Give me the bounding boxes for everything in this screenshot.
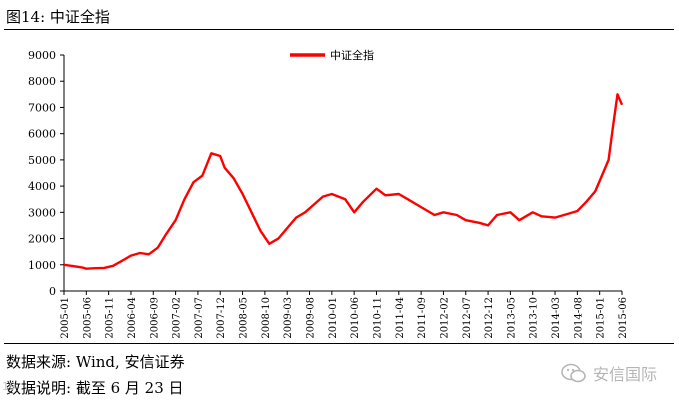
watermark-left: 19 xyxy=(2,380,16,393)
y-tick-label: 4000 xyxy=(28,180,56,193)
x-tick-label: 2011-04 xyxy=(395,297,406,339)
x-tick-label: 2007-12 xyxy=(216,297,227,339)
x-tick-label: 2009-08 xyxy=(306,297,317,339)
x-tick-label: 2008-10 xyxy=(261,297,272,339)
source-note: 数据来源: Wind, 安信证券 xyxy=(6,353,185,371)
x-tick-label: 2010-06 xyxy=(350,297,361,339)
x-tick-label: 2006-04 xyxy=(127,297,138,339)
y-tick-label: 2000 xyxy=(28,233,56,246)
x-tick-label: 2015-06 xyxy=(618,297,629,339)
y-tick-label: 7000 xyxy=(28,101,56,114)
series-line-0 xyxy=(63,93,624,270)
title-rule xyxy=(4,29,674,30)
x-tick-label: 2008-05 xyxy=(239,297,250,339)
x-tick-label: 2012-07 xyxy=(462,297,473,339)
x-tick-label: 2013-10 xyxy=(529,297,540,339)
description-note: 数据说明: 截至 6 月 23 日 xyxy=(6,379,184,397)
y-tick-label: 5000 xyxy=(28,154,56,167)
x-tick-label: 2006-09 xyxy=(149,297,160,339)
x-tick-label: 2013-05 xyxy=(506,297,517,339)
x-tick-label: 2007-02 xyxy=(172,297,183,339)
x-tick-label: 2010-01 xyxy=(328,297,339,339)
x-tick-label: 2009-03 xyxy=(283,297,294,339)
watermark-text: 安信国际 xyxy=(592,365,657,384)
x-tick-label: 2014-03 xyxy=(551,297,562,339)
y-tick-label: 9000 xyxy=(28,49,56,62)
y-tick-label: 0 xyxy=(49,285,56,298)
x-tick-label: 2005-06 xyxy=(82,297,93,339)
watermark: 安信国际 xyxy=(561,361,657,385)
bottom-rule xyxy=(4,343,674,344)
wechat-icon xyxy=(561,363,586,383)
y-tick-label: 8000 xyxy=(28,75,56,88)
x-tick-label: 2015-01 xyxy=(596,297,607,339)
x-tick-label: 2007-07 xyxy=(194,297,205,339)
x-tick-label: 2010-11 xyxy=(372,297,383,339)
x-tick-label: 2011-09 xyxy=(417,297,428,339)
x-tick-label: 2005-11 xyxy=(105,297,116,339)
figure-title: 图14: 中证全指 xyxy=(6,8,110,26)
legend: 中证全指 xyxy=(290,48,374,62)
y-tick-label: 3000 xyxy=(28,206,56,219)
series-layer xyxy=(63,93,624,270)
x-tick-label: 2012-12 xyxy=(484,297,495,339)
line-chart: 0 1000 2000 3000 4000 5000 6000 7000 8000 9000 20… xyxy=(28,48,629,339)
legend-label: 中证全指 xyxy=(330,48,374,62)
y-tick-label: 1000 xyxy=(28,259,56,272)
y-tick-label: 6000 xyxy=(28,128,56,141)
x-tick-label: 2014-08 xyxy=(573,297,584,339)
x-tick-label: 2012-02 xyxy=(439,297,450,339)
x-tick-label: 2005-01 xyxy=(60,297,71,339)
x-axis: 2005-01 2005-06 2005-11 2006-04 2006-09 2007-… xyxy=(60,290,629,339)
y-axis: 0 1000 2000 3000 4000 5000 6000 7000 8000 9000 xyxy=(28,49,65,298)
